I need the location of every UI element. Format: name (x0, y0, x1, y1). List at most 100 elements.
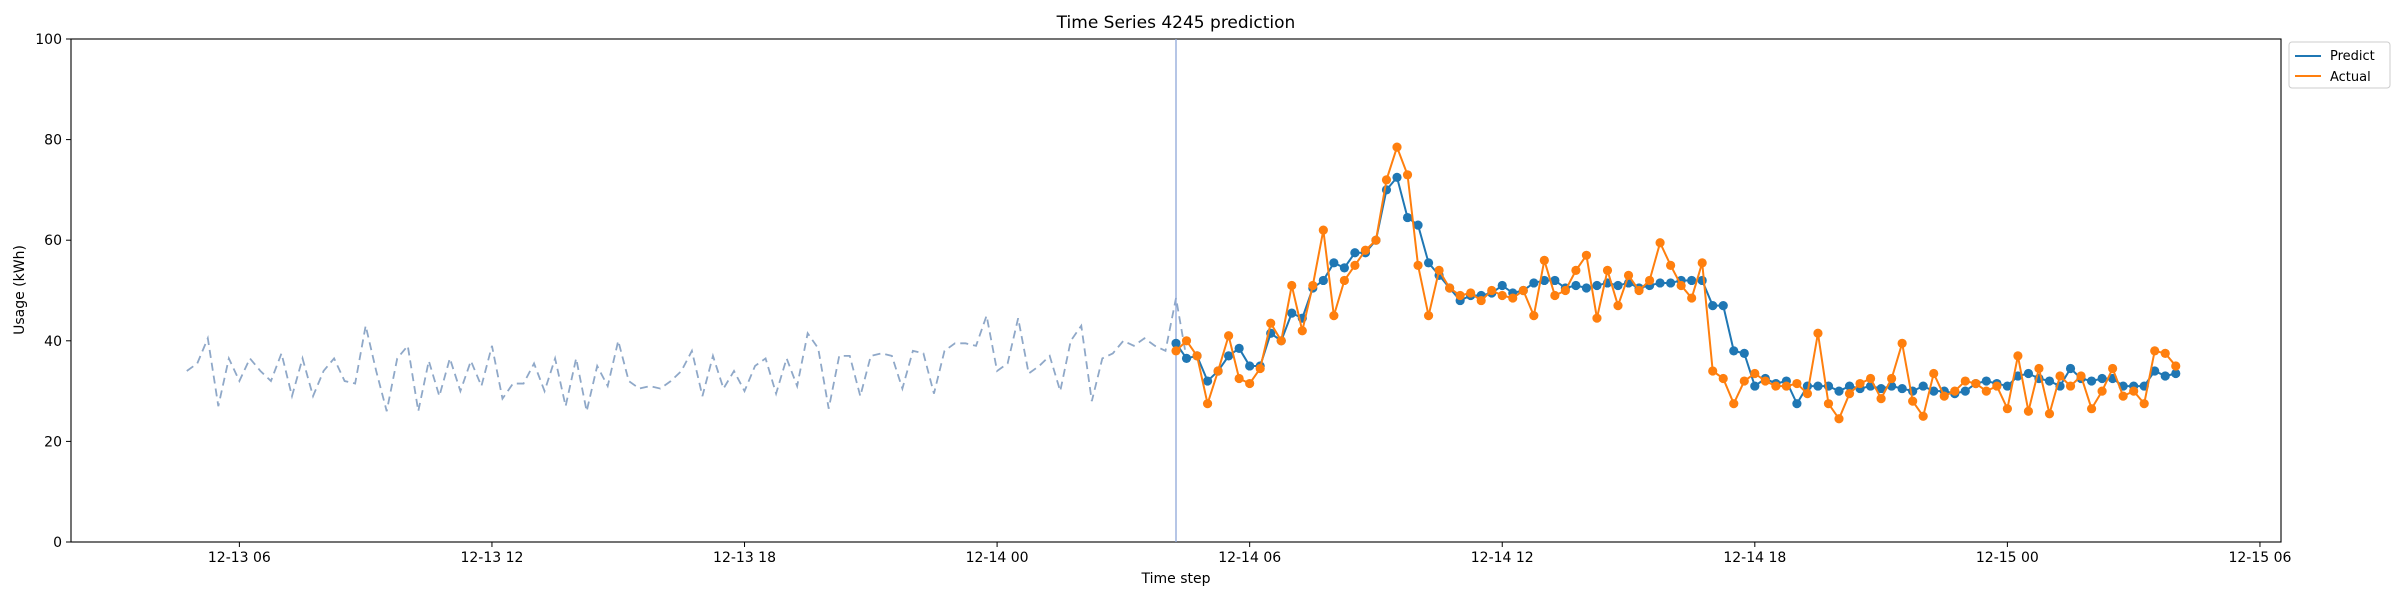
predict-point (1339, 263, 1349, 273)
predict-point (1708, 300, 1718, 311)
actual-point (1929, 368, 1939, 379)
actual-point (1371, 235, 1381, 245)
actual-point (1350, 260, 1360, 270)
actual-point (1550, 290, 1560, 301)
actual-point (1623, 270, 1634, 281)
actual-point (1571, 265, 1581, 275)
predict-point (2065, 363, 2076, 374)
actual-point (1423, 311, 1434, 321)
y-tick-label: 80 (44, 133, 62, 149)
x-tick-label: 12-15 06 (2228, 550, 2291, 566)
predict-point (2160, 371, 2170, 381)
chart-title: Time Series 4245 prediction (1056, 13, 1296, 33)
actual-point (2055, 371, 2065, 381)
actual-point (1529, 311, 1539, 321)
actual-point (1855, 378, 1865, 389)
predict-point (1392, 172, 1402, 182)
actual-point (1602, 265, 1613, 275)
predict-point (1413, 220, 1423, 230)
predict-point (1592, 280, 1602, 291)
predict-point (1581, 283, 1592, 293)
actual-point (1266, 318, 1276, 328)
x-tick-label: 12-14 18 (1723, 550, 1786, 566)
actual-point (1192, 351, 1202, 361)
actual-point (1276, 336, 1286, 346)
predict-point (1497, 280, 1507, 291)
actual-point (2129, 386, 2139, 396)
predict-point (1224, 351, 1234, 361)
actual-point (1887, 373, 1897, 384)
actual-point (1560, 285, 1570, 296)
actual-point (1939, 391, 1949, 401)
actual-point (1297, 326, 1307, 336)
actual-line (1175, 144, 2177, 421)
actual-point (2002, 404, 2012, 414)
actual-point (1823, 399, 1834, 409)
actual-point (1508, 293, 1518, 303)
x-tick-label: 12-13 06 (208, 550, 271, 566)
actual-point (1813, 328, 1823, 338)
actual-point (1497, 290, 1507, 301)
actual-point (1876, 394, 1886, 404)
y-tick-label: 40 (44, 334, 62, 350)
actual-point (1729, 399, 1739, 409)
actual-point (1666, 260, 1676, 270)
actual-point (1381, 175, 1392, 185)
actual-point (1981, 386, 1991, 396)
series-layer (186, 39, 2181, 542)
actual-point (2139, 399, 2149, 409)
history-line (186, 297, 1198, 412)
y-axis: 0 20 40 60 80 100 (35, 32, 71, 551)
actual-point (1455, 290, 1465, 301)
y-tick-label: 20 (44, 434, 62, 450)
actual-point (1487, 285, 1497, 296)
actual-point (1655, 238, 1665, 248)
actual-point (1245, 378, 1255, 389)
legend: Predict Actual (2288, 41, 2391, 89)
actual-point (1255, 363, 1265, 374)
actual-point (1613, 300, 1623, 311)
actual-point (1329, 311, 1339, 321)
predict-point (2171, 368, 2181, 379)
predict-point (1329, 258, 1339, 268)
predict-point (1613, 280, 1623, 291)
actual-point (2150, 346, 2160, 356)
predict-point (1318, 275, 1328, 286)
actual-point (1992, 381, 2002, 391)
predict-point (2023, 368, 2034, 379)
predict-point (1350, 248, 1360, 258)
predict-point (1813, 381, 1823, 391)
actual-point (1760, 376, 1770, 386)
actual-point (1792, 378, 1802, 389)
predict-point (1876, 383, 1886, 394)
actual-point (1918, 411, 1928, 421)
predict-point (1539, 275, 1549, 286)
legend-actual-label: Actual (2330, 70, 2371, 85)
predict-point (1897, 383, 1907, 394)
actual-point (1676, 280, 1686, 291)
predict-point (1666, 278, 1676, 288)
y-tick-label: 0 (53, 535, 62, 551)
actual-point (1466, 288, 1476, 298)
actual-point (1897, 338, 1907, 348)
x-tick-label: 12-15 00 (1976, 550, 2039, 566)
actual-point (2023, 406, 2034, 416)
actual-point (2013, 351, 2023, 361)
predict-point (1729, 346, 1739, 356)
actual-point (2034, 363, 2044, 374)
actual-point (1318, 225, 1328, 235)
actual-point (1213, 366, 1223, 376)
predict-point (1834, 386, 1844, 396)
actual-point (2118, 391, 2128, 401)
actual-point (1339, 275, 1349, 286)
actual-point (1392, 142, 1402, 152)
predict-point (1918, 381, 1928, 391)
actual-point (1960, 376, 1970, 386)
actual-point (1644, 275, 1655, 286)
actual-point (2065, 381, 2076, 391)
y-tick-label: 60 (44, 233, 62, 249)
actual-point (2108, 363, 2118, 374)
actual-point (1539, 255, 1549, 265)
actual-point (1402, 170, 1413, 180)
